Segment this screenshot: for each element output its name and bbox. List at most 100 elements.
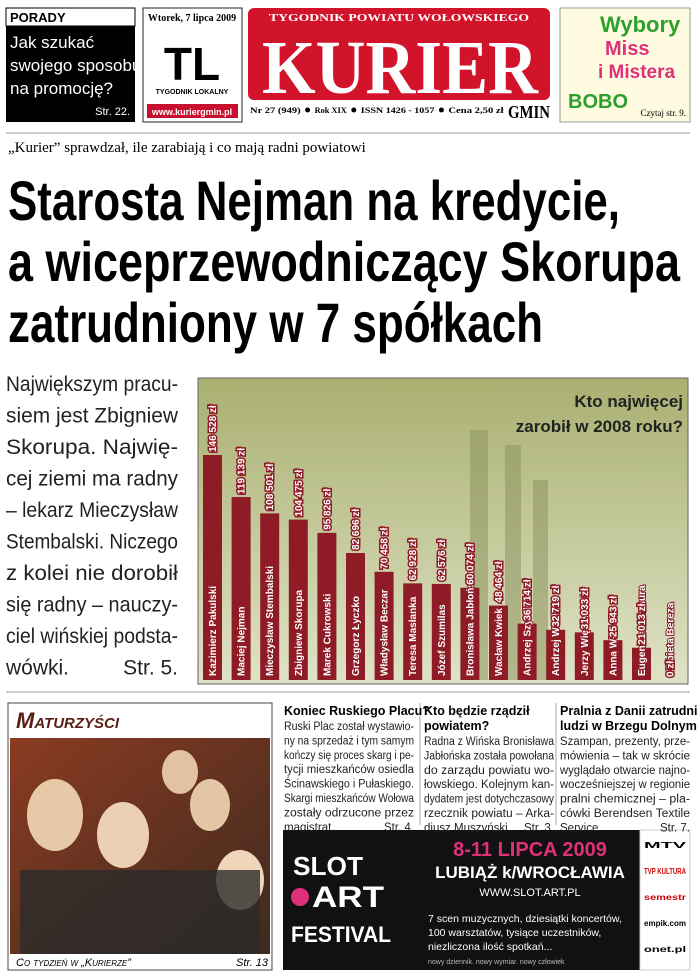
lead-text: z kolei nie dorobił [6,562,178,585]
value-label: 119 139 zł [237,448,248,494]
bar-label: Wacław Kwiek [494,608,505,676]
ad-dates: 8-11 LIPCA 2009 [453,839,607,861]
value-label: 95 826 zł [322,488,333,529]
feature-page: Str. 13 [236,957,269,969]
brief-title: Pralnia z Danii zatrudni [560,704,698,718]
bar [346,553,365,680]
brief-text: wocześniejszej w regionie [559,779,690,791]
sponsor: TVP KULTURA [644,867,686,876]
value-label: 21 013 zł [637,603,648,644]
brief-text: pralni chemicznej – pla- [560,794,690,806]
headline: Starosta Nejman na kredycie, [8,169,620,232]
bar [203,455,222,680]
value-label: 32 719 zł [551,585,562,626]
brief-text: Service. [560,822,602,834]
bar-label: Jerzy Więcławski [580,594,591,676]
issue-info: Nr 27 (949) [250,105,301,115]
brief-text: Jabłońska została powołana [424,750,555,762]
lead-text: – lekarz Mieczysław [6,499,179,522]
brief-title: Koniec Ruskiego Placu? [284,704,430,718]
lead-text: Największym pracu- [6,373,178,396]
bar [403,583,423,680]
brief-text: dydatem jest dotychczasowy [424,794,554,806]
ad-text: niezliczona ilość spotkań... [428,941,552,953]
ad-box [283,830,640,970]
value-label: 25 943 zł [608,596,619,637]
bar [574,632,594,680]
ad-sponsor-column [639,829,691,971]
lead-text: siem jest Zbigniew [6,405,179,428]
value-label: 82 696 zł [351,509,362,550]
tl-logo: TL [164,38,220,90]
ad-text: 100 warsztatów, tysiące uczestników, [428,927,601,939]
tl-name: TYGODNIK LOKALNY [156,89,229,96]
bar [231,497,251,680]
brief-text: rzecznik powiatu – Arka- [424,808,554,820]
brief-text: diusz Muszyński. [424,822,511,834]
bar [603,640,623,680]
bar-label: Mieczysław Stembalski [265,566,276,676]
brief-page: Str. 3. [524,822,554,834]
brief-text: mówienia – tak w skrócie [560,750,690,762]
bar-label: Teresa Masłanka [408,596,419,676]
ad-text: 7 scen muzycznych, dziesiątki koncertów, [428,913,622,925]
ad-logo-dot [291,888,309,906]
bar-label: Eugeniusz Chmura [637,585,648,676]
headline: zatrudniony w 7 spółkach [8,291,543,354]
brief-text: do zarządu powiatu wo- [424,765,554,777]
website-bar [147,104,238,118]
brief-text: wyglądało otwarcie najno- [559,765,690,777]
ad-place: LUBIĄŻ k/WROCŁAWIA [435,863,625,882]
brief-text: tycji mieszkańców osiedla [284,764,415,776]
bar-label: Anna Włosek [608,613,619,676]
value-label: 31 033 zł [580,588,591,629]
bar [460,587,480,680]
bullet [351,107,357,113]
ad-slogan: nowy dziennik. nowy wymiar. nowy człowie… [428,959,565,966]
masthead-box [248,8,550,100]
headline: a wiceprzewodniczący Skorupa [8,230,681,293]
brief-text: cówki Berendsen Textile [560,808,690,820]
feature-caption: Co tydzień w „Kurierze” [16,957,132,969]
brief-text: zostały odrzucone przez [284,807,414,819]
brief-text: łowskiego. Kolejnym kan- [424,779,554,791]
bar [546,629,566,680]
photo-people [20,750,264,954]
bar-label: Józef Szumilas [437,604,448,676]
bar-label: Zbigniew Skorupa [294,589,305,676]
issue-info: ISSN 1426 - 1057 [361,105,435,115]
bar [632,647,651,680]
value-label: 48 464 zł [494,561,505,602]
kicker: „Kurier” sprawdzał, ile zarabiają i co m… [8,140,366,156]
promo-line: i Mistera [598,62,676,83]
brief-title: ludzi w Brzegu Dolnym [560,719,697,733]
bar [517,623,537,680]
lead-text: Skorupa. Najwię- [6,436,178,459]
tips-label-box [5,7,136,27]
value-label: 60 074 zł [465,543,476,584]
ad-url: WWW.SLOT.ART.PL [479,887,580,899]
brief-text: Ścinawskiego i Pułaskiego. [284,778,414,791]
bar-label: Grzegorz Łyczko [351,596,362,676]
promo-line: Wybory [600,12,681,37]
value-label: 146 528 zł [208,405,219,452]
brief-text: ny na sprzedaż i tym samym [284,735,414,747]
bar-label: Maciej Nejman [237,607,248,676]
lead-text: się radny – nauczy- [6,594,178,617]
brief-title: powiatem? [424,719,489,733]
value-label: 104 475 zł [294,470,305,517]
value-label: 62 576 zł [437,540,448,581]
ad-logo: FESTIVAL [291,922,391,947]
ad-logo: SLOT [293,851,363,881]
brief-text: Ruski Plac został wystawio- [284,721,414,733]
sponsor: empik.com [644,919,686,928]
feature-title: Maturzyści [16,708,120,733]
bar-label: Andrzej Szyndlar [523,595,534,676]
promo-line: BOBO [568,91,628,113]
lead-text: wówki. [5,657,69,680]
tips-label: PORADY [10,10,66,25]
bullet [305,107,311,113]
ad-logo: ART [312,881,384,914]
brief-text: Szampan, prezenty, prze- [560,736,690,748]
